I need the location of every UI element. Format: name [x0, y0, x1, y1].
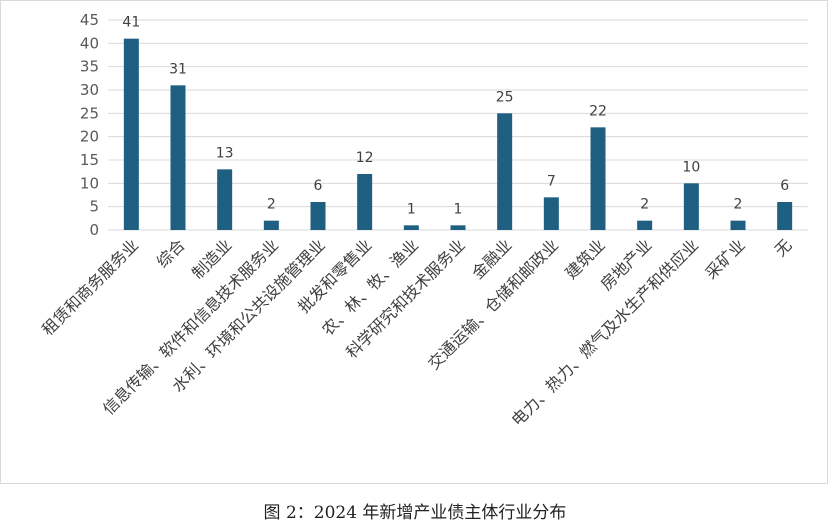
figure-caption: 图 2：2024 年新增产业债主体行业分布 [263, 503, 567, 523]
data-label: 6 [314, 178, 323, 194]
bar [590, 127, 606, 230]
data-label: 25 [496, 89, 514, 105]
data-label: 41 [122, 15, 140, 31]
y-tick-label: 20 [80, 128, 99, 146]
category-label: 综合 [153, 235, 189, 271]
bar [217, 169, 233, 230]
y-tick-label: 35 [80, 58, 99, 76]
data-label: 6 [780, 178, 789, 194]
bar [357, 174, 373, 230]
y-tick-label: 45 [80, 11, 99, 29]
y-tick-label: 10 [80, 174, 99, 192]
bar [637, 220, 653, 230]
data-label: 10 [682, 159, 700, 175]
data-label: 13 [216, 145, 234, 161]
y-tick-label: 5 [89, 198, 99, 216]
bar [777, 202, 793, 230]
y-tick-label: 25 [80, 104, 99, 122]
y-tick-label: 15 [80, 151, 99, 169]
category-label: 租赁和商务服务业 [38, 235, 142, 339]
bar [683, 183, 699, 230]
y-tick-label: 0 [89, 221, 99, 239]
y-tick-label: 30 [80, 81, 99, 99]
bar [263, 220, 279, 230]
bar [543, 197, 559, 230]
bar [310, 202, 326, 230]
data-label: 1 [407, 201, 416, 217]
bar [123, 38, 139, 230]
data-label: 1 [454, 201, 463, 217]
data-label: 2 [267, 197, 276, 213]
data-label: 12 [356, 150, 374, 166]
bar [403, 225, 419, 230]
bar [170, 85, 186, 230]
bar [497, 113, 513, 230]
data-label: 7 [547, 173, 556, 189]
data-label: 31 [169, 61, 187, 77]
data-label: 2 [640, 197, 649, 213]
bar [450, 225, 466, 230]
category-label: 无 [771, 235, 796, 260]
bar [730, 220, 746, 230]
data-label: 2 [734, 197, 743, 213]
y-tick-label: 40 [80, 34, 99, 52]
data-label: 22 [589, 103, 607, 119]
category-label: 采矿业 [701, 235, 748, 282]
